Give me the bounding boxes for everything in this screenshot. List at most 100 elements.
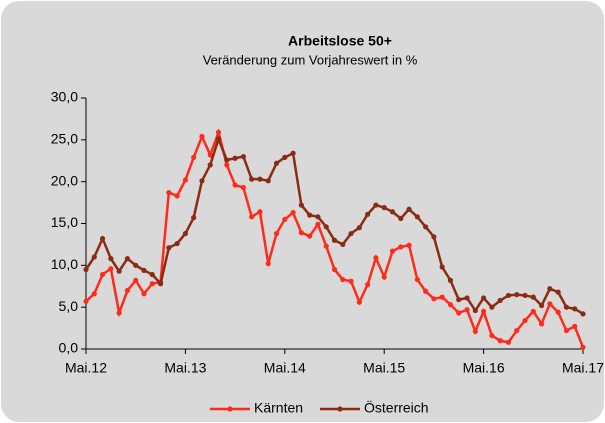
series-marker (406, 242, 412, 248)
y-tick-label: 30,0 (51, 89, 78, 105)
series-marker (373, 255, 379, 261)
series-marker (572, 306, 578, 312)
series-marker (83, 266, 89, 273)
series-marker (141, 267, 147, 273)
series-marker (249, 176, 255, 182)
y-tick-label: 0,0 (59, 340, 79, 356)
x-tick-label: Mai.12 (65, 360, 107, 376)
series-marker (340, 241, 346, 248)
series-marker (282, 216, 288, 222)
x-tick-label: Mai.16 (463, 360, 505, 376)
series-marker (555, 309, 561, 315)
series-marker (530, 294, 536, 300)
series-marker (232, 182, 238, 188)
series-marker (265, 261, 271, 267)
series-marker (149, 281, 155, 287)
series-marker (290, 150, 296, 156)
series-marker (265, 178, 271, 184)
series-marker (315, 221, 321, 227)
series-marker (99, 235, 106, 242)
series-marker (116, 268, 122, 274)
series-marker (149, 271, 155, 278)
series-marker (414, 276, 420, 283)
series-marker (406, 206, 412, 212)
series-marker (124, 287, 131, 294)
legend-marker (227, 406, 233, 412)
series-marker (91, 254, 97, 260)
series-marker (207, 162, 213, 168)
series-marker (522, 292, 528, 299)
series-marker (166, 245, 172, 251)
series-marker (572, 323, 578, 330)
series-marker (547, 286, 553, 292)
series-marker (99, 271, 106, 278)
series-marker (240, 153, 246, 160)
series-marker (472, 328, 478, 335)
series-marker (464, 307, 470, 313)
series-marker (257, 209, 263, 215)
series-marker (555, 289, 561, 295)
legend-label: Kärnten (254, 400, 303, 416)
series-marker (356, 225, 362, 231)
series-marker (489, 333, 495, 339)
series-marker (133, 262, 139, 268)
series-marker (514, 292, 520, 298)
x-tick-label: Mai.17 (562, 360, 604, 376)
series-marker (431, 234, 437, 240)
series-marker (240, 184, 246, 191)
series-marker (414, 214, 420, 220)
series-marker (199, 178, 205, 184)
series-marker (174, 193, 180, 199)
series-marker (497, 338, 503, 344)
series-marker (257, 176, 263, 182)
series-marker (365, 281, 371, 288)
series-marker (464, 295, 470, 301)
series-marker (232, 155, 238, 161)
series-marker (282, 154, 288, 161)
series-marker (124, 256, 131, 262)
series-marker (481, 308, 487, 314)
series-marker (381, 205, 387, 211)
series-marker (215, 129, 222, 135)
series-marker (290, 210, 296, 216)
series-marker (273, 230, 280, 237)
y-tick-label: 5,0 (59, 298, 79, 314)
series-marker (249, 214, 255, 220)
series-marker (182, 177, 188, 183)
series-marker (373, 202, 379, 208)
series-marker (538, 321, 545, 327)
series-marker (331, 266, 338, 273)
series-marker (298, 230, 304, 236)
series-marker (199, 133, 205, 140)
series-marker (423, 288, 429, 294)
series-marker (133, 277, 139, 283)
series-marker (530, 308, 536, 314)
x-tick-label: Mai.14 (264, 360, 306, 376)
series-marker (505, 339, 512, 345)
series-marker (431, 296, 437, 302)
series-marker (166, 189, 172, 196)
series-marker (398, 215, 404, 222)
y-tick-label: 25,0 (51, 131, 78, 147)
y-tick-label: 20,0 (51, 172, 78, 188)
series-marker (472, 307, 478, 314)
series-marker (307, 212, 313, 218)
series-marker (182, 230, 188, 237)
series-marker (423, 224, 429, 230)
series-marker (439, 264, 445, 270)
series-marker (315, 214, 321, 220)
x-tick-label: Mai.13 (164, 360, 206, 376)
chart-subtitle: Veränderung zum Vorjahreswert in % (203, 52, 418, 67)
series-marker (224, 157, 230, 163)
series-marker (456, 310, 462, 316)
series-marker (174, 240, 180, 247)
series-marker (389, 248, 396, 254)
series-marker (522, 317, 528, 324)
y-tick-label: 10,0 (51, 256, 78, 272)
series-marker (273, 160, 280, 166)
series-marker (83, 298, 89, 304)
series-marker (514, 327, 520, 334)
series-marker (207, 152, 213, 158)
series-marker (481, 295, 487, 301)
